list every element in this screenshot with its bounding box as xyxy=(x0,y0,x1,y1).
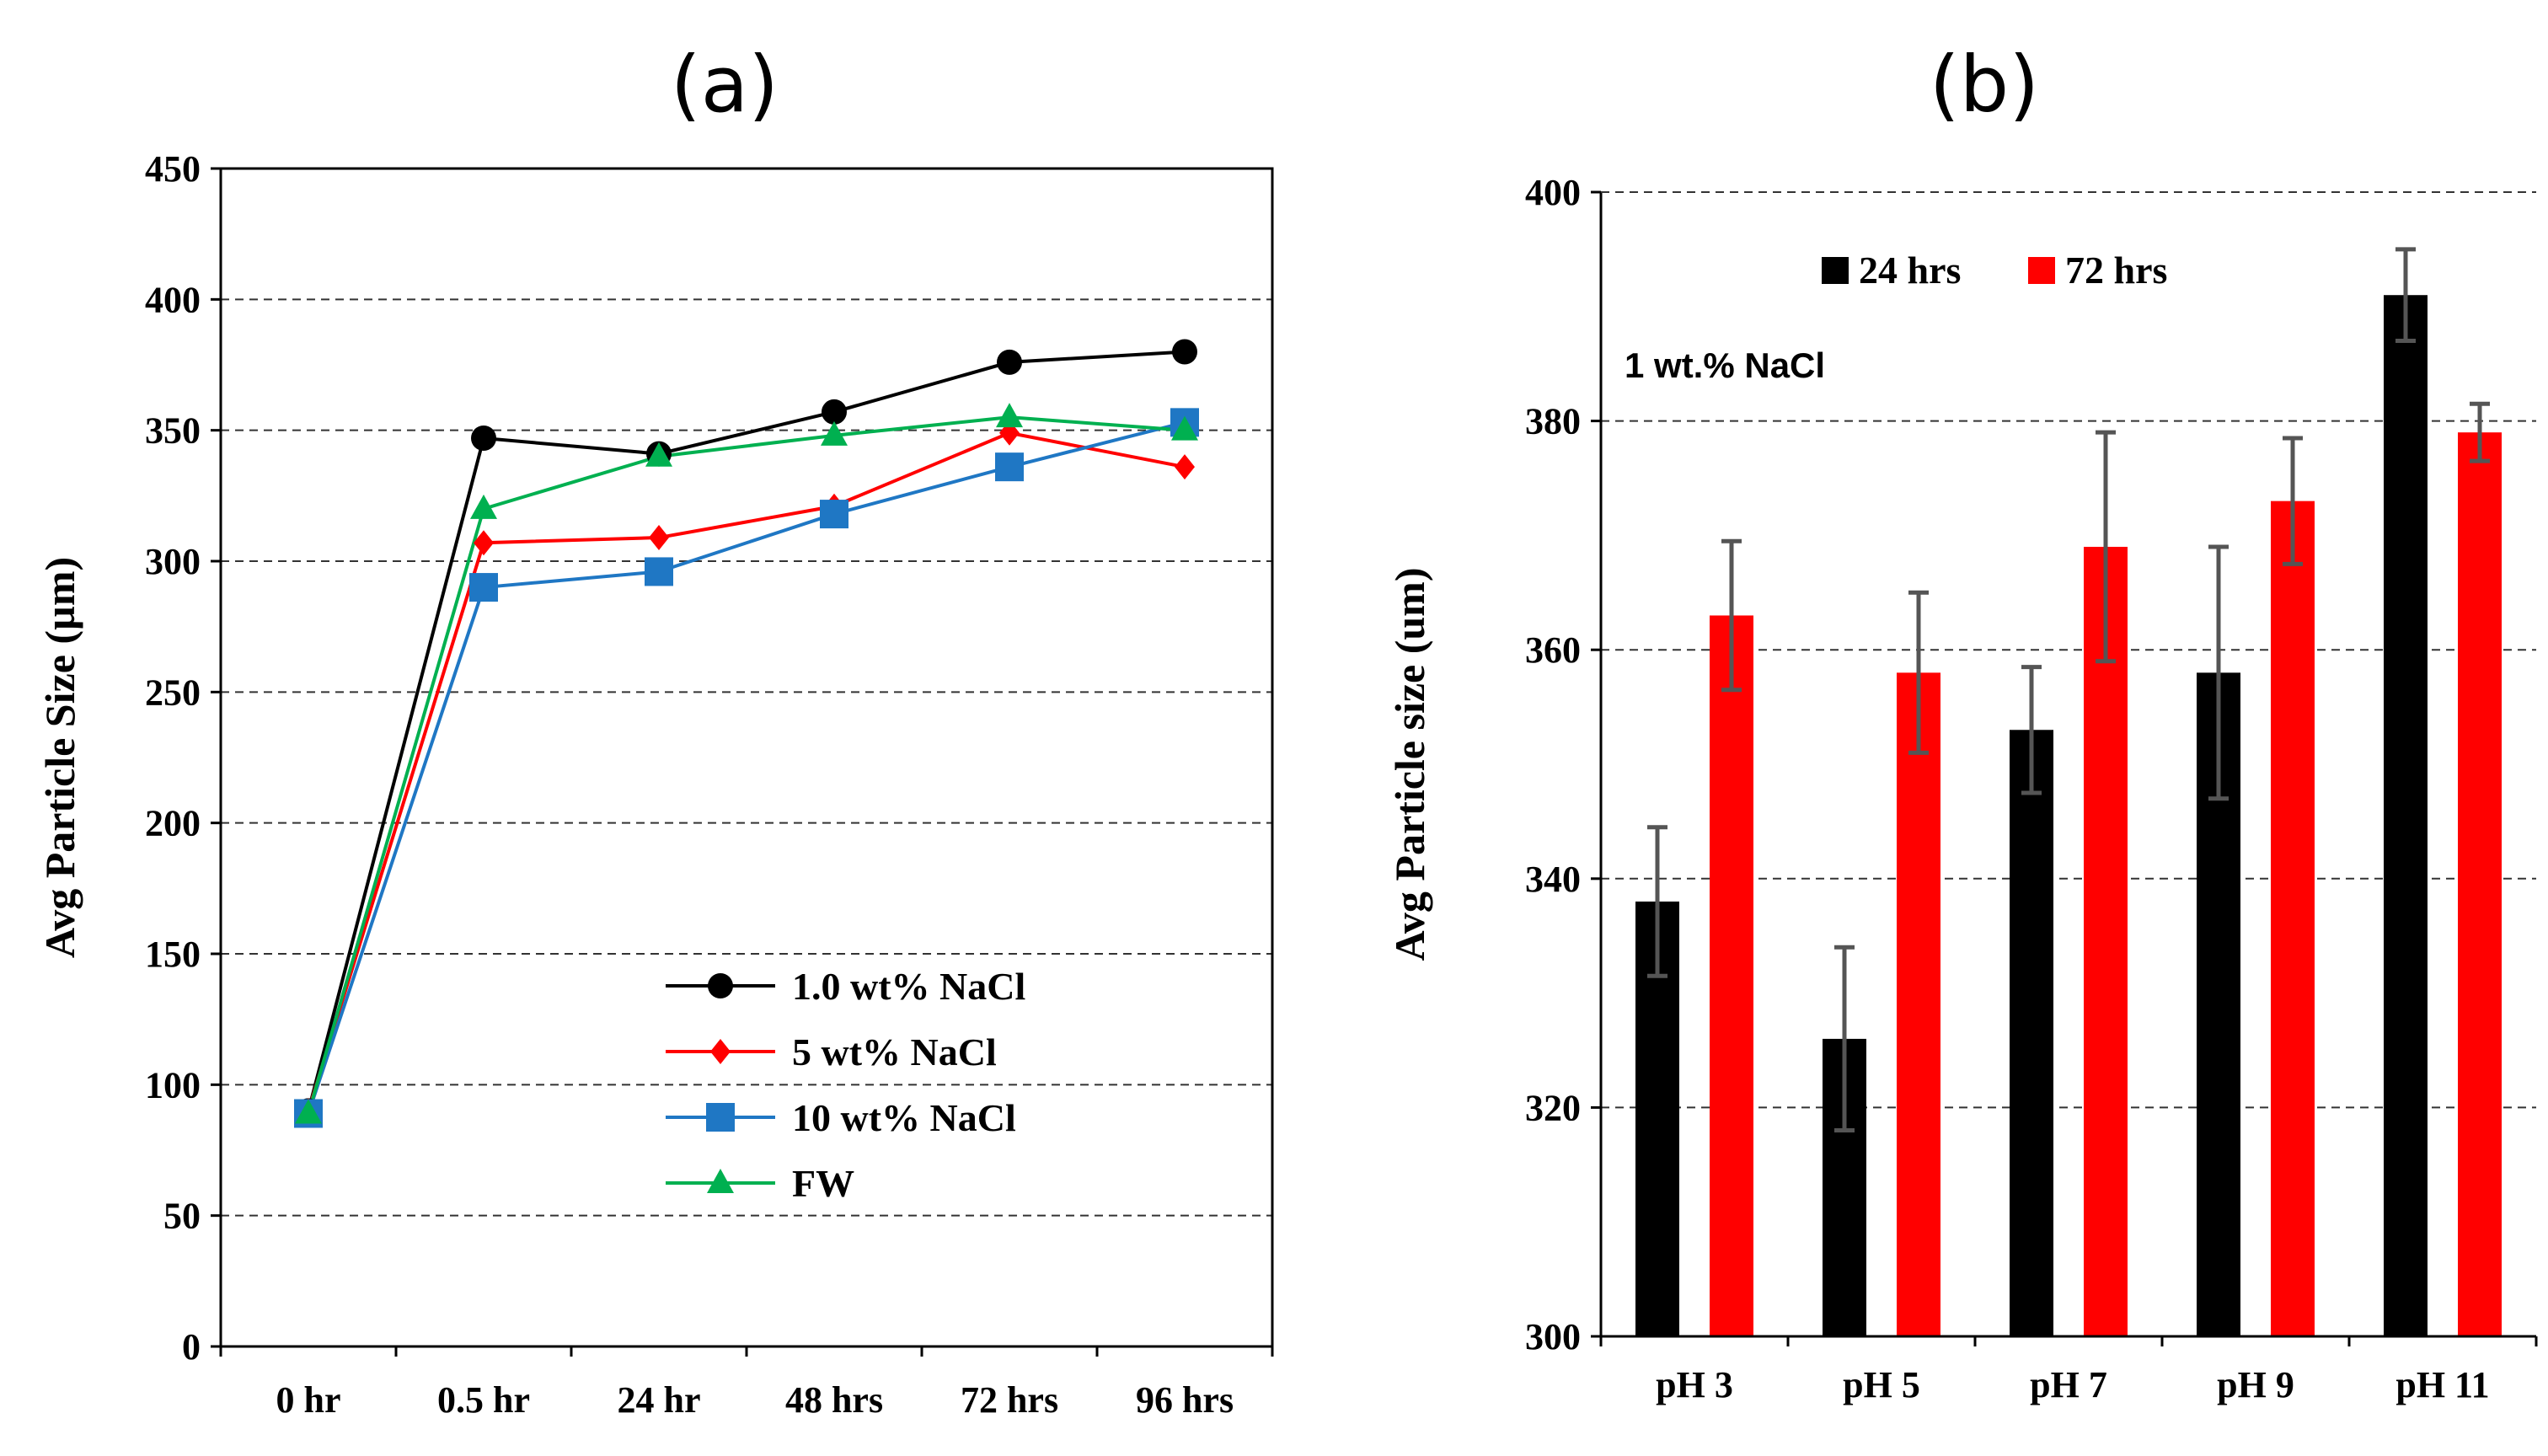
x-tick-label-a-1: 0.5 hr xyxy=(437,1379,530,1421)
y-tick-label-a-5: 250 xyxy=(145,672,201,713)
x-tick-label-a-3: 48 hrs xyxy=(785,1379,883,1421)
legend-marker-2 xyxy=(706,1103,735,1132)
line-chart-a: 0 50 100 150 200 250 300 350 400 450 0 hr 0.5 hr 24 … xyxy=(36,148,1274,1421)
point-s0-5 xyxy=(1172,339,1197,365)
bar-s1-1 xyxy=(1897,672,1940,1336)
annotation-b: 1 wt.% NaCl xyxy=(1625,345,1825,385)
y-tick-label-a-3: 150 xyxy=(145,934,201,975)
legend-marker-0 xyxy=(708,973,733,998)
legend-marker-3 xyxy=(707,1169,734,1193)
panel-a-label: (a) xyxy=(671,40,779,130)
bar-chart-b: 300 320 340 360 380 400 pH 3 pH 5 pH 7 pH 9 pH 11 A… xyxy=(1386,172,2538,1405)
panel-b-label: (b) xyxy=(1930,40,2039,130)
plot-area-a xyxy=(219,167,1274,1348)
point-s0-3 xyxy=(822,399,847,425)
point-s3-4 xyxy=(996,403,1023,428)
legend-marker-1 xyxy=(710,1039,731,1064)
x-tick-label-b-3: pH 9 xyxy=(2217,1364,2294,1405)
point-s2-1 xyxy=(469,573,498,602)
x-tick-label-a-0: 0 hr xyxy=(276,1379,341,1421)
point-s2-3 xyxy=(820,500,848,529)
legend-label-b-0: 24 hrs xyxy=(1859,249,1961,292)
point-s3-5 xyxy=(1171,415,1198,441)
y-tick-label-b-0: 300 xyxy=(1525,1316,1581,1357)
point-s2-4 xyxy=(995,452,1024,482)
y-tick-label-b-3: 360 xyxy=(1525,629,1581,671)
y-tick-label-b-1: 320 xyxy=(1525,1087,1581,1128)
x-tick-label-a-5: 96 hrs xyxy=(1136,1379,1234,1421)
point-s2-2 xyxy=(645,557,673,586)
point-s0-1 xyxy=(471,425,496,451)
point-s3-0 xyxy=(295,1099,322,1124)
y-tick-label-a-7: 350 xyxy=(145,410,201,452)
x-tick-label-b-2: pH 7 xyxy=(2030,1364,2107,1405)
y-tick-label-a-2: 100 xyxy=(145,1064,201,1105)
bar-s1-2 xyxy=(2084,546,2128,1336)
legend-label-a-1: 5 wt% NaCl xyxy=(792,1030,997,1073)
legend-label-a-0: 1.0 wt% NaCl xyxy=(792,965,1025,1008)
series-line-2 xyxy=(307,420,1186,1115)
legend-swatch-b-1 xyxy=(2028,257,2055,284)
y-tick-label-b-4: 380 xyxy=(1525,401,1581,442)
legend-label-a-2: 10 wt% NaCl xyxy=(792,1096,1016,1139)
bar-s1-4 xyxy=(2458,432,2502,1337)
x-tick-label-b-1: pH 5 xyxy=(1843,1364,1920,1405)
bar-s0-4 xyxy=(2384,295,2428,1337)
bar-s0-2 xyxy=(2010,730,2053,1336)
legend-label-a-3: FW xyxy=(792,1162,854,1205)
point-s1-1 xyxy=(474,530,494,556)
y-tick-label-a-0: 0 xyxy=(182,1326,201,1368)
legend-swatch-b-0 xyxy=(1822,257,1849,284)
y-tick-label-a-1: 50 xyxy=(163,1196,201,1237)
y-tick-label-a-9: 450 xyxy=(145,148,201,190)
x-tick-label-b-4: pH 11 xyxy=(2395,1364,2489,1405)
bar-s1-3 xyxy=(2271,500,2315,1336)
series-line-0 xyxy=(307,350,1186,1111)
point-s0-4 xyxy=(997,349,1022,375)
point-s3-1 xyxy=(470,494,497,519)
x-tick-label-a-4: 72 hrs xyxy=(961,1379,1058,1421)
x-tick-label-b-0: pH 3 xyxy=(1656,1364,1733,1405)
y-axis-title-b: Avg Particle size (um) xyxy=(1386,568,1433,961)
point-s3-3 xyxy=(821,420,848,446)
point-s1-2 xyxy=(649,525,669,551)
legend-label-b-1: 72 hrs xyxy=(2065,249,2167,292)
y-tick-label-b-2: 340 xyxy=(1525,859,1581,900)
x-tick-label-a-2: 24 hr xyxy=(618,1379,701,1421)
y-tick-label-a-6: 300 xyxy=(145,541,201,582)
y-tick-label-b-5: 400 xyxy=(1525,172,1581,213)
point-s1-5 xyxy=(1175,454,1195,480)
bar-s1-0 xyxy=(1710,615,1753,1336)
y-tick-label-a-8: 400 xyxy=(145,279,201,320)
point-s3-2 xyxy=(645,442,672,467)
y-axis-title-a: Avg Particle Size (µm) xyxy=(36,557,83,958)
series-line-1 xyxy=(307,431,1186,1111)
series-line-3 xyxy=(307,415,1186,1115)
y-tick-label-a-4: 200 xyxy=(145,803,201,844)
